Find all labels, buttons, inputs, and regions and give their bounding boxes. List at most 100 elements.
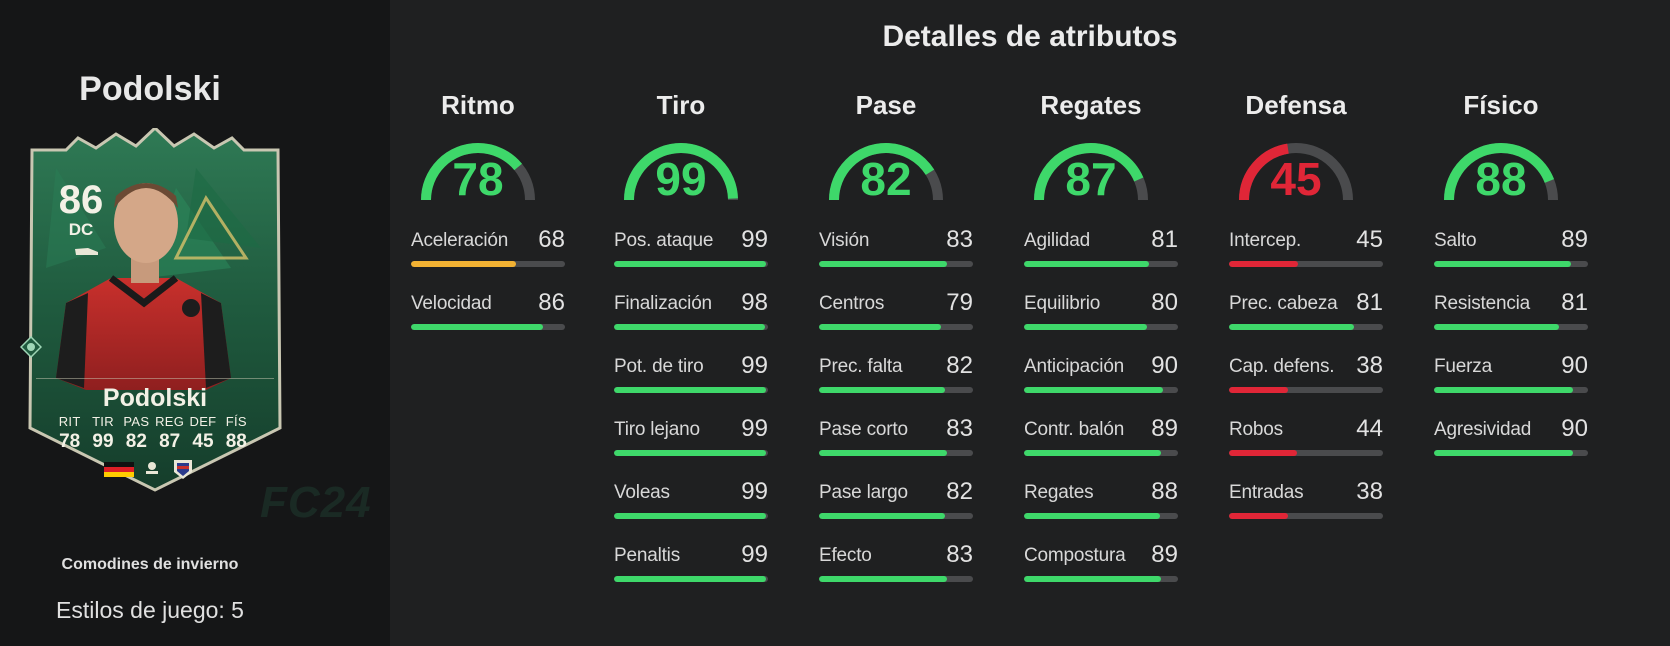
attribute-bar-fill xyxy=(1434,450,1573,456)
attribute-row: Aceleración 68 xyxy=(411,226,565,278)
player-panel: Podolski xyxy=(0,0,390,646)
category-1: Tiro 99 Pos. ataque 99 Finalización 98 Pot. d… xyxy=(596,90,768,582)
attribute-bar xyxy=(614,261,768,267)
card-position: DC xyxy=(68,220,94,239)
attribute-row: Cap. defens. 38 xyxy=(1229,352,1383,404)
category-value: 82 xyxy=(860,153,912,205)
attribute-value: 45 xyxy=(1356,226,1383,253)
attribute-name: Pos. ataque xyxy=(614,230,714,251)
attribute-row: Fuerza 90 xyxy=(1434,352,1588,404)
attribute-value: 81 xyxy=(1561,289,1588,316)
attribute-bar xyxy=(1024,387,1178,393)
attribute-bar-fill xyxy=(819,387,946,393)
attribute-value: 79 xyxy=(946,289,973,316)
attribute-row: Equilibrio 80 xyxy=(1024,289,1178,341)
attribute-name: Equilibrio xyxy=(1024,293,1101,314)
attribute-value: 90 xyxy=(1561,415,1588,442)
category-title: Regates xyxy=(1040,90,1142,120)
card-stat-passing: PAS 82 xyxy=(120,414,153,453)
attribute-row: Voleas 99 xyxy=(614,478,768,530)
attribute-bar-fill xyxy=(1434,387,1573,393)
attribute-value: 99 xyxy=(741,226,768,253)
attribute-bar xyxy=(614,513,768,519)
attribute-name: Entradas xyxy=(1229,482,1304,503)
attribute-value: 83 xyxy=(946,415,973,442)
attribute-value: 99 xyxy=(741,352,768,379)
attribute-value: 99 xyxy=(741,541,768,568)
league-icon xyxy=(146,462,158,474)
attribute-row: Pase largo 82 xyxy=(819,478,973,530)
card-stat-value: 87 xyxy=(159,431,181,452)
category-value: 88 xyxy=(1475,153,1527,205)
player-card[interactable]: 86 DC Podolski RIT 78 TIR 99 PAS 82 REG xyxy=(20,128,284,498)
attribute-value: 83 xyxy=(946,226,973,253)
attribute-name: Anticipación xyxy=(1024,356,1125,377)
attribute-bar-fill xyxy=(1229,450,1297,456)
attribute-row: Prec. cabeza 81 xyxy=(1229,289,1383,341)
category-3: Regates 87 Agilidad 81 Equilibrio 80 Anticipa… xyxy=(1006,90,1178,582)
attribute-bar xyxy=(614,387,768,393)
attribute-bar xyxy=(1434,450,1588,456)
promo-name: Comodines de invierno xyxy=(61,556,239,573)
gauge-fill xyxy=(421,143,535,201)
attribute-name: Prec. cabeza xyxy=(1229,293,1338,314)
attribute-bar-fill xyxy=(819,261,947,267)
card-stat-shooting: TIR 99 xyxy=(86,414,119,453)
attribute-bar xyxy=(1229,261,1383,267)
category-value: 78 xyxy=(452,153,504,205)
attribute-value: 44 xyxy=(1356,415,1383,442)
attribute-bar-fill xyxy=(1229,513,1288,519)
category-title: Ritmo xyxy=(441,90,515,120)
attribute-row: Agilidad 81 xyxy=(1024,226,1178,278)
attribute-bar-fill xyxy=(411,261,516,267)
attribute-row: Salto 89 xyxy=(1434,226,1588,278)
card-stat-label: DEF xyxy=(189,414,217,429)
playstyle-badge-icon xyxy=(20,336,42,358)
attribute-bar-fill xyxy=(614,513,767,519)
attribute-value: 38 xyxy=(1356,352,1383,379)
card-stat-label: PAS xyxy=(123,414,150,429)
attribute-bar xyxy=(819,576,973,582)
attribute-name: Visión xyxy=(819,230,870,251)
attribute-value: 68 xyxy=(538,226,565,253)
attribute-bar-fill xyxy=(614,576,767,582)
attribute-bar xyxy=(1434,324,1588,330)
card-player-name: Podolski xyxy=(102,384,208,412)
card-stats: RIT 78 TIR 99 PAS 82 REG 87 DEF 45 FÍS 8… xyxy=(53,414,253,453)
attribute-row: Contr. balón 89 xyxy=(1024,415,1178,467)
attribute-row: Pase corto 83 xyxy=(819,415,973,467)
attribute-value: 82 xyxy=(946,352,973,379)
attribute-bar xyxy=(411,324,565,330)
attribute-bar-fill xyxy=(1024,387,1163,393)
attribute-bar xyxy=(1229,324,1383,330)
attribute-row: Agresividad 90 xyxy=(1434,415,1588,467)
attribute-bar-fill xyxy=(614,261,767,267)
card-stat-dribbling: REG 87 xyxy=(153,414,186,453)
attribute-name: Penaltis xyxy=(614,545,680,566)
attribute-name: Agresividad xyxy=(1434,419,1532,440)
gauge-fill xyxy=(1034,143,1148,201)
category-title: Pase xyxy=(855,90,917,120)
attribute-value: 38 xyxy=(1356,478,1383,505)
category-gauge: 78 xyxy=(393,130,563,205)
attribute-bar xyxy=(1024,576,1178,582)
gauge-fill xyxy=(829,143,943,201)
attribute-bar xyxy=(1024,261,1178,267)
attribute-bar xyxy=(819,261,973,267)
fc-watermark-logo: FC24 xyxy=(260,478,372,527)
attribute-value: 81 xyxy=(1151,226,1178,253)
card-stat-value: 99 xyxy=(92,431,114,452)
category-gauge: 82 xyxy=(801,130,971,205)
attribute-value: 99 xyxy=(741,415,768,442)
attribute-bar xyxy=(1434,387,1588,393)
attribute-bar-fill xyxy=(819,576,947,582)
attribute-value: 89 xyxy=(1151,541,1178,568)
attribute-name: Pase corto xyxy=(819,419,908,440)
attribute-bar-fill xyxy=(614,387,767,393)
attribute-bar xyxy=(1024,513,1178,519)
attribute-row: Pos. ataque 99 xyxy=(614,226,768,278)
page-title: Detalles de atributos xyxy=(882,20,1178,53)
attribute-row: Efecto 83 xyxy=(819,541,973,593)
attribute-name: Intercep. xyxy=(1229,230,1302,251)
attribute-name: Voleas xyxy=(614,482,670,503)
